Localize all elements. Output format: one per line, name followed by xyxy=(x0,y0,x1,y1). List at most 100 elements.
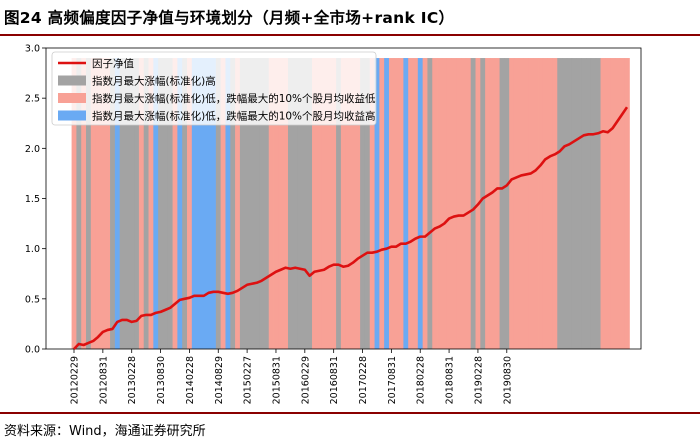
regime-band-gray xyxy=(576,58,582,350)
legend-label: 因子净值 xyxy=(92,57,134,70)
x-tick-label: 20190830 xyxy=(502,356,513,404)
regime-band-pink xyxy=(316,58,323,350)
x-tick-label: 20140829 xyxy=(214,356,225,404)
legend-swatch-pink xyxy=(58,93,86,103)
regime-band-pink xyxy=(547,58,553,350)
regime-band-gray xyxy=(143,58,149,350)
regime-band-pink xyxy=(283,58,289,350)
legend-label: 指数月最大涨幅(标准化)高 xyxy=(92,75,216,88)
regime-band-pink xyxy=(187,58,193,350)
x-tick-label: 20120229 xyxy=(70,356,81,404)
regime-band-gray xyxy=(249,58,255,350)
regime-band-blue xyxy=(177,58,183,350)
regime-band-blue xyxy=(114,58,121,350)
regime-band-gray xyxy=(259,58,265,350)
source-bar: 资料来源：Wind，海通证券研究所 xyxy=(0,412,700,442)
regime-band-blue xyxy=(417,58,424,350)
regime-band-gray xyxy=(263,58,270,350)
regime-band-pink xyxy=(148,58,154,350)
factor-net-value-line xyxy=(73,106,629,350)
regime-band-gray xyxy=(302,58,308,350)
figure-title-bar: 图24 高频偏度因子净值与环境划分（月频+全市场+rank IC） xyxy=(0,0,700,36)
regime-band-pink xyxy=(552,58,558,350)
regime-band-gray xyxy=(254,58,260,350)
regime-band-pink xyxy=(345,58,351,350)
regime-band-pink xyxy=(95,58,101,350)
regime-band-pink xyxy=(340,58,347,350)
regime-band-pink xyxy=(331,58,337,350)
regime-band-pink xyxy=(513,58,520,350)
regime-band-pink xyxy=(273,58,279,350)
regime-band-pink xyxy=(268,58,274,350)
regime-band-blue xyxy=(225,58,231,350)
regime-band-blue xyxy=(196,58,202,350)
regime-band-blue xyxy=(384,58,390,350)
legend-label: 指数月最大涨幅(标准化)低，跌幅最大的10%个股月均收益低 xyxy=(92,92,376,105)
x-tick-label: 20180831 xyxy=(445,356,456,404)
regime-band-gray xyxy=(86,58,92,350)
regime-band-pink xyxy=(235,58,241,350)
regime-band-pink xyxy=(71,58,77,350)
regime-band-gray xyxy=(215,58,222,350)
regime-band-pink xyxy=(172,58,178,350)
regime-band-gray xyxy=(470,58,476,350)
regime-band-gray xyxy=(182,58,188,350)
regime-band-blue xyxy=(374,58,380,350)
regime-band-pink xyxy=(321,58,327,350)
regime-band-gray xyxy=(499,58,505,350)
y-tick-label: 1.0 xyxy=(25,244,40,255)
regime-band-blue xyxy=(153,58,159,350)
x-tick-label: 20120831 xyxy=(98,356,109,404)
x-tick-label: 20160831 xyxy=(329,356,340,404)
x-tick-label: 20140228 xyxy=(185,356,196,404)
x-tick-label: 20160229 xyxy=(300,356,311,404)
regime-band-pink xyxy=(614,58,621,350)
regime-band-pink xyxy=(489,58,496,350)
y-tick-label: 0.5 xyxy=(25,294,40,305)
regime-band-gray xyxy=(581,58,587,350)
regime-band-pink xyxy=(523,58,529,350)
regime-band-pink xyxy=(393,58,399,350)
regime-band-pink xyxy=(408,58,414,350)
regime-band-pink xyxy=(105,58,111,350)
chart-area: 0.0 0.5 1.0 1.5 2.0 2.5 3.0 20120229 20120831 201… xyxy=(0,38,700,411)
regime-band-gray xyxy=(557,58,563,350)
regime-band-gray xyxy=(110,58,116,350)
y-tick-label: 1.5 xyxy=(25,194,40,205)
regime-band-gray xyxy=(571,58,577,350)
regime-band-gray xyxy=(158,58,164,350)
y-tick-label: 2.5 xyxy=(25,94,40,105)
regime-band-pink xyxy=(610,58,616,350)
x-tick-label: 20130830 xyxy=(156,356,167,404)
regime-band-gray xyxy=(162,58,169,350)
regime-band-pink xyxy=(600,58,606,350)
regime-band-blue xyxy=(206,58,212,350)
y-tick-label: 2.0 xyxy=(25,144,40,155)
regime-band-pink xyxy=(485,58,491,350)
regime-band-gray xyxy=(562,58,568,350)
regime-band-blue xyxy=(211,58,217,350)
regime-band-gray xyxy=(292,58,299,350)
regime-band-pink xyxy=(90,58,97,350)
regime-band-pink xyxy=(432,58,438,350)
x-tick-label: 20170228 xyxy=(358,356,369,404)
regime-band-gray xyxy=(239,58,246,350)
regime-band-pink xyxy=(388,58,395,350)
regime-band-gray xyxy=(76,58,82,350)
regime-band-blue xyxy=(191,58,198,350)
regime-band-pink xyxy=(81,58,87,350)
regime-band-gray xyxy=(590,58,597,350)
regime-band-gray xyxy=(336,58,342,350)
regime-band-blue xyxy=(201,58,207,350)
regime-band-pink xyxy=(456,58,462,350)
regime-band-pink xyxy=(461,58,467,350)
regime-band-gray xyxy=(129,58,135,350)
regime-band-pink xyxy=(422,58,428,350)
chart-svg: 0.0 0.5 1.0 1.5 2.0 2.5 3.0 20120229 20120831 201… xyxy=(25,44,642,404)
regime-band-pink xyxy=(605,58,611,350)
legend-box xyxy=(51,51,377,126)
regime-band-pink xyxy=(624,58,630,350)
regime-band-gray xyxy=(297,58,303,350)
regime-band-pink xyxy=(465,58,472,350)
figure-title: 图24 高频偏度因子净值与环境划分（月频+全市场+rank IC） xyxy=(4,9,455,27)
